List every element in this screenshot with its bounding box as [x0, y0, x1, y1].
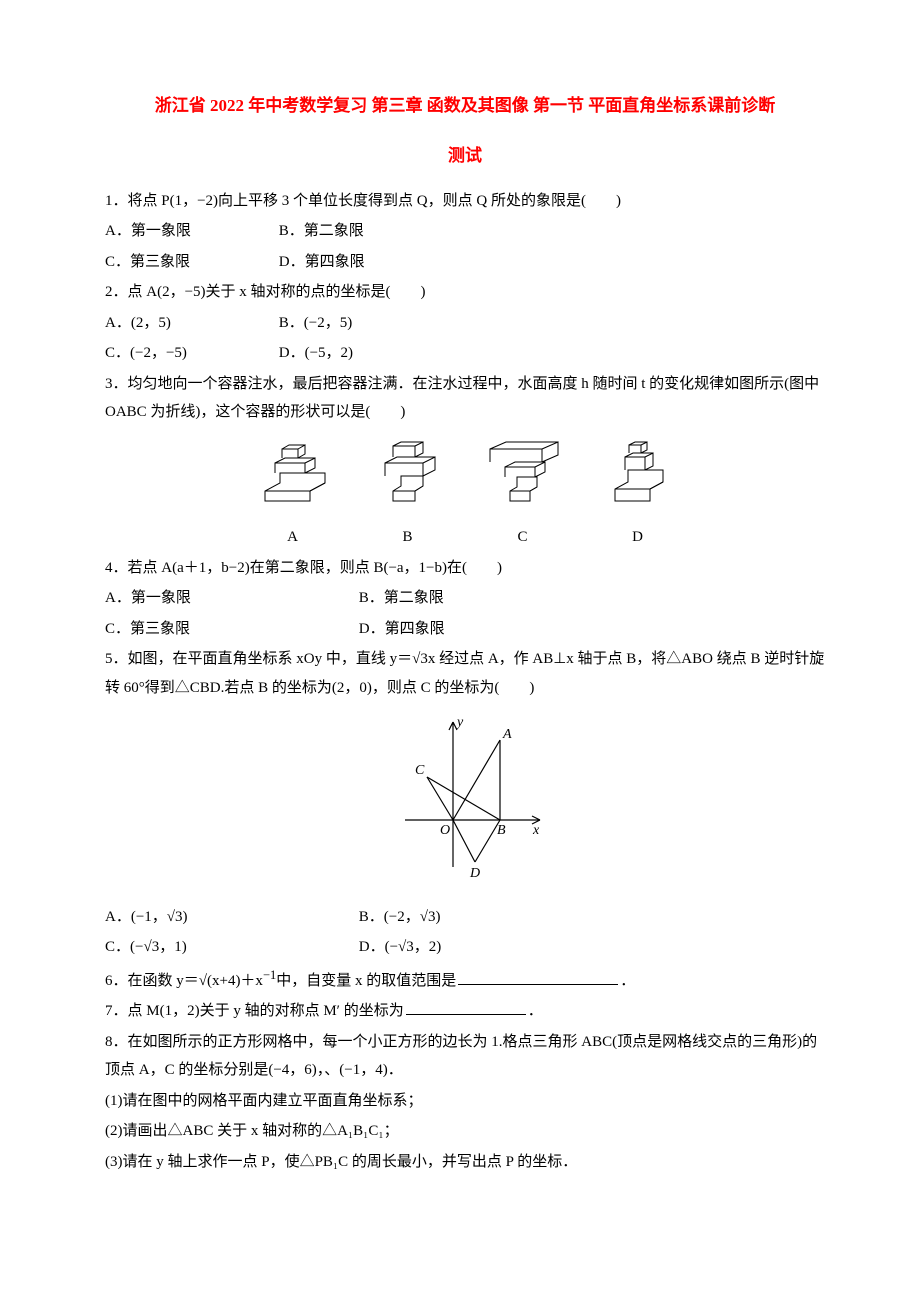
- shape-c-label: C: [480, 523, 565, 552]
- shape-d-label: D: [595, 523, 680, 552]
- question-8-sub1: (1)请在图中的网格平面内建立平面直角坐标系；: [105, 1087, 825, 1116]
- container-shapes-figure: A B: [105, 441, 825, 552]
- svg-text:C: C: [415, 763, 425, 778]
- q2-opt-b: B．(−2，5): [279, 309, 352, 338]
- question-6: 6．在函数 y＝√(x+4)＋x−1中，自变量 x 的取值范围是 ．: [105, 964, 825, 996]
- question-8-sub2: (2)请画出△ABC 关于 x 轴对称的△A₁B₁C₁；: [105, 1117, 825, 1146]
- q1-options-1: A．第一象限 B．第二象限: [105, 217, 825, 246]
- shape-a: A: [250, 441, 335, 552]
- q2-options-1: A．(2，5) B．(−2，5): [105, 309, 825, 338]
- q6-sup: −1: [263, 968, 276, 982]
- q6-post: 中，自变量 x 的取值范围是: [276, 973, 456, 989]
- q6-pre: 6．在函数 y＝√(x+4)＋x: [105, 973, 263, 989]
- blank-fill-7: [406, 1014, 526, 1015]
- question-8-sub3: (3)请在 y 轴上求作一点 P，使△PB₁C 的周长最小，并写出点 P 的坐标…: [105, 1148, 825, 1177]
- q5-opt-c: C．(−√3，1): [105, 933, 355, 962]
- q5-options-1: A．(−1，√3) B．(−2，√3): [105, 903, 825, 932]
- question-2: 2．点 A(2，−5)关于 x 轴对称的点的坐标是( ): [105, 278, 825, 307]
- q1-options-2: C．第三象限 D．第四象限: [105, 248, 825, 277]
- question-4: 4．若点 A(a＋1，b−2)在第二象限，则点 B(−a，1−b)在( ): [105, 554, 825, 583]
- title-sub: 测试: [105, 140, 825, 172]
- question-1: 1．将点 P(1，−2)向上平移 3 个单位长度得到点 Q，则点 Q 所处的象限…: [105, 187, 825, 216]
- svg-text:O: O: [440, 823, 450, 838]
- q6-period: ．: [620, 973, 635, 989]
- q4-opt-c: C．第三象限: [105, 615, 355, 644]
- q1-opt-b: B．第二象限: [279, 217, 364, 246]
- q5-options-2: C．(−√3，1) D．(−√3，2): [105, 933, 825, 962]
- title-main: 浙江省 2022 年中考数学复习 第三章 函数及其图像 第一节 平面直角坐标系课…: [105, 90, 825, 122]
- question-7: 7．点 M(1，2)关于 y 轴的对称点 M′ 的坐标为 ．: [105, 997, 825, 1026]
- svg-text:y: y: [455, 715, 464, 730]
- coord-graph: y A C O B x D: [105, 712, 825, 893]
- q7-period: ．: [528, 1003, 543, 1019]
- shape-b: B: [365, 441, 450, 552]
- shape-a-label: A: [250, 523, 335, 552]
- q2-opt-a: A．(2，5): [105, 309, 275, 338]
- question-8: 8．在如图所示的正方形网格中，每一个小正方形的边长为 1.格点三角形 ABC(顶…: [105, 1028, 825, 1085]
- q4-opt-d: D．第四象限: [359, 615, 445, 644]
- blank-fill-6: [458, 984, 618, 985]
- shape-b-label: B: [365, 523, 450, 552]
- q1-opt-a: A．第一象限: [105, 217, 275, 246]
- q5-opt-d: D．(−√3，2): [359, 933, 442, 962]
- shape-c: C: [480, 441, 565, 552]
- question-5: 5．如图，在平面直角坐标系 xOy 中，直线 y＝√3x 经过点 A，作 AB⊥…: [105, 645, 825, 702]
- q5-opt-b: B．(−2，√3): [359, 903, 441, 932]
- q7-text: 7．点 M(1，2)关于 y 轴的对称点 M′ 的坐标为: [105, 1003, 404, 1019]
- q1-opt-d: D．第四象限: [279, 248, 365, 277]
- shape-d: D: [595, 441, 680, 552]
- svg-text:D: D: [469, 866, 480, 881]
- q4-opt-a: A．第一象限: [105, 584, 355, 613]
- q2-opt-d: D．(−5，2): [279, 339, 353, 368]
- q2-opt-c: C．(−2，−5): [105, 339, 275, 368]
- svg-text:A: A: [502, 727, 512, 742]
- q2-options-2: C．(−2，−5) D．(−5，2): [105, 339, 825, 368]
- q4-options-1: A．第一象限 B．第二象限: [105, 584, 825, 613]
- q4-options-2: C．第三象限 D．第四象限: [105, 615, 825, 644]
- question-3: 3．均匀地向一个容器注水，最后把容器注满．在注水过程中，水面高度 h 随时间 t…: [105, 370, 825, 427]
- q1-opt-c: C．第三象限: [105, 248, 275, 277]
- q5-opt-a: A．(−1，√3): [105, 903, 355, 932]
- q4-opt-b: B．第二象限: [359, 584, 444, 613]
- svg-text:x: x: [532, 823, 540, 838]
- svg-text:B: B: [497, 823, 506, 838]
